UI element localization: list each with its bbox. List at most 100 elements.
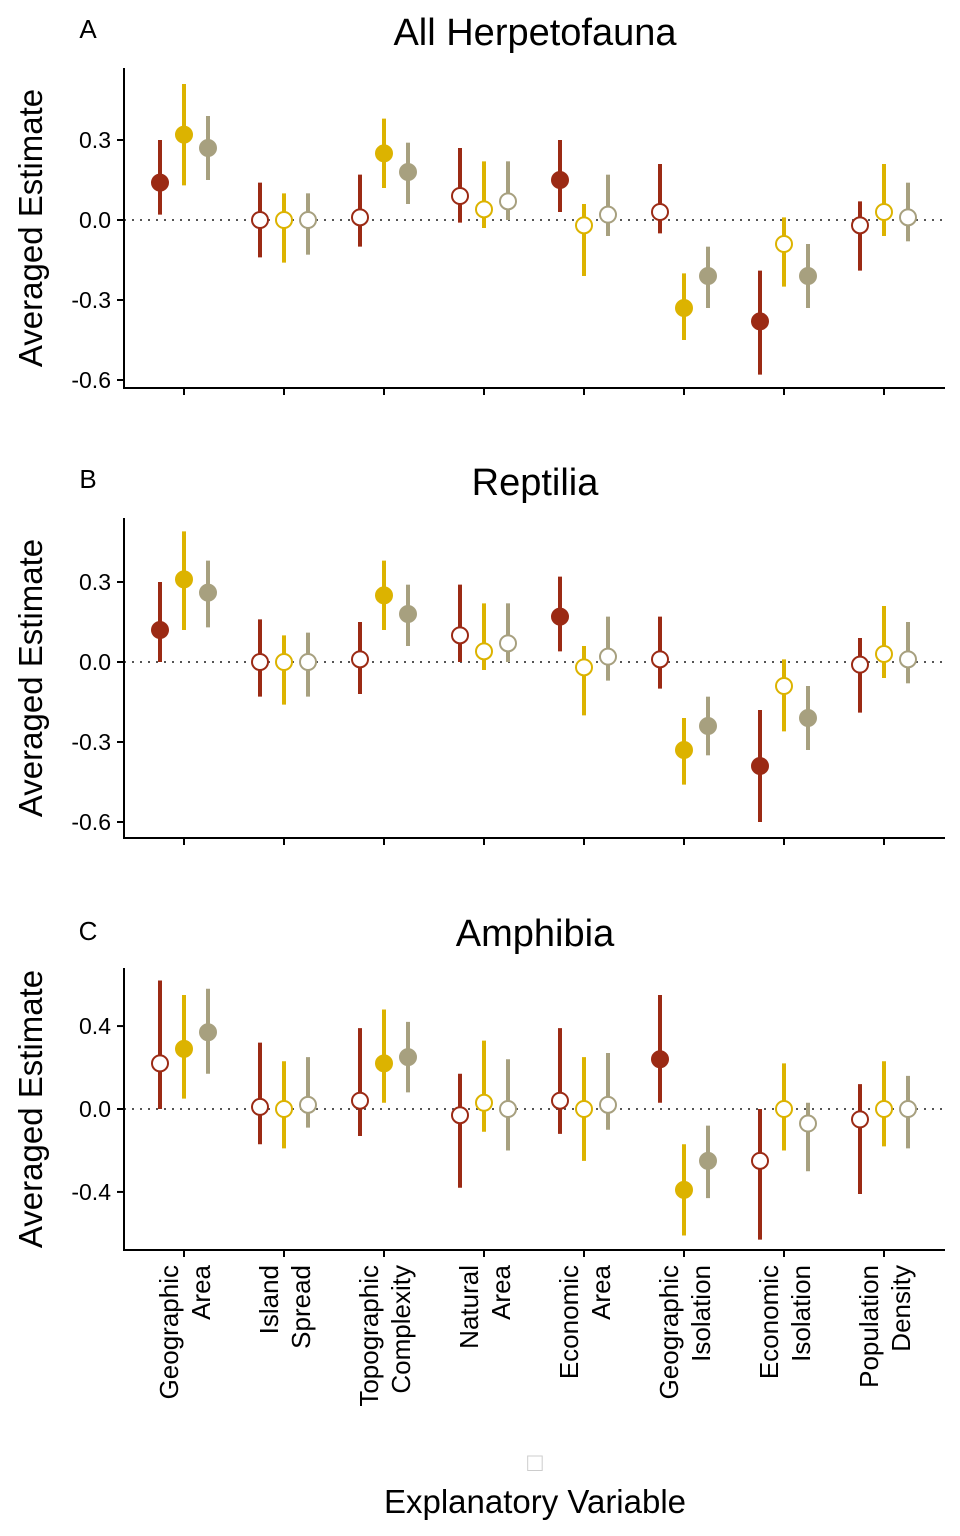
estimate-point-open [299, 653, 317, 671]
y-axis-label: Averaged Estimate [12, 970, 49, 1248]
estimate-point-filled [375, 586, 393, 605]
panel-b: B Reptilia Averaged Estimate 0.3 0.0 -0.3 -0.6 [12, 462, 945, 845]
estimate-point-filled [751, 757, 769, 775]
y-tick-label: 0.0 [79, 649, 111, 675]
x-tick-label: Geographic [154, 1265, 184, 1399]
panel-letter: C [79, 916, 98, 946]
estimate-point-open [251, 653, 269, 671]
estimate-point-open [451, 1106, 469, 1125]
estimate-point-open [751, 1151, 769, 1170]
estimate-point-open [799, 1114, 817, 1133]
estimate-point-open [875, 1100, 893, 1118]
x-tick-label: Island [254, 1265, 284, 1334]
estimate-point-filled [199, 583, 217, 602]
estimate-point-open [351, 208, 369, 227]
estimate-point-open [451, 187, 469, 205]
x-tick-label: Population [854, 1265, 884, 1388]
estimate-point-open [899, 208, 917, 227]
panel-c: C Amphibia Averaged Estimate 0.4 0.0 -0.4 [12, 913, 945, 1257]
estimate-point-open [499, 1100, 517, 1118]
estimate-point-open [275, 653, 293, 671]
panel-title: Reptilia [472, 462, 600, 504]
x-tick-label: Area [586, 1264, 616, 1319]
y-tick-label: -0.4 [71, 1179, 111, 1205]
estimate-point-open [475, 1093, 493, 1112]
y-axis-label: Averaged Estimate [12, 89, 49, 367]
estimate-point-open [775, 235, 793, 253]
estimate-point-open [575, 216, 593, 235]
estimate-point-open [851, 655, 869, 674]
estimate-point-open [599, 1095, 617, 1114]
estimate-point-filled [399, 1048, 417, 1067]
estimate-point-open [651, 203, 669, 221]
estimate-point-open [599, 205, 617, 224]
x-tick-labels: Geographic Area Island Spread Topographic Com… [154, 1264, 916, 1406]
x-tick-label: Area [186, 1264, 216, 1319]
estimate-point-open [651, 650, 669, 669]
estimate-point-open [351, 1091, 369, 1110]
estimate-point-open [451, 626, 469, 645]
estimate-point-open [351, 650, 369, 669]
estimate-point-filled [799, 709, 817, 727]
estimate-point-filled [175, 125, 193, 144]
panel-letter: A [79, 14, 97, 44]
y-tick-label: -0.3 [71, 729, 111, 755]
x-tick-label: Isolation [786, 1265, 816, 1362]
y-tick-label: -0.6 [71, 367, 111, 393]
estimate-point-open [151, 1054, 169, 1073]
x-tick-label: Spread [286, 1265, 316, 1349]
estimate-point-open [851, 216, 869, 235]
estimate-point-filled [399, 605, 417, 623]
estimate-point-filled [375, 1054, 393, 1073]
x-tick-label: Complexity [386, 1265, 416, 1394]
x-tick-label: Natural [454, 1265, 484, 1349]
y-tick-label: 0.0 [79, 1096, 111, 1122]
estimate-point-open [599, 647, 617, 666]
panels: A All Herpetofauna Averaged Estimate 0.3 0.0… [12, 12, 945, 1257]
estimate-point-open [251, 1097, 269, 1116]
estimate-point-filled [651, 1050, 669, 1069]
estimate-point-filled [799, 267, 817, 285]
estimate-point-filled [375, 144, 393, 163]
estimate-point-filled [751, 312, 769, 331]
estimate-point-filled [675, 299, 693, 317]
x-tick-label: Topographic [354, 1265, 384, 1407]
estimate-point-open [299, 211, 317, 229]
estimate-point-filled [551, 171, 569, 189]
estimate-point-open [899, 650, 917, 669]
estimate-point-open [251, 211, 269, 229]
estimate-point-open [575, 1100, 593, 1118]
estimate-point-open [875, 203, 893, 221]
estimate-point-filled [699, 717, 717, 735]
estimate-point-filled [699, 1151, 717, 1170]
x-tick-label: Geographic [654, 1265, 684, 1399]
estimate-point-open [499, 634, 517, 653]
estimate-point-filled [675, 1180, 693, 1199]
estimate-point-filled [175, 1039, 193, 1058]
estimate-point-open [851, 1110, 869, 1129]
y-tick-label: 0.3 [79, 569, 111, 595]
estimate-point-filled [151, 621, 169, 639]
estimate-point-filled [675, 741, 693, 759]
estimate-point-open [275, 211, 293, 229]
x-tick-label: Isolation [686, 1265, 716, 1362]
estimate-point-filled [199, 139, 217, 157]
x-axis-label: Explanatory Variable [384, 1483, 686, 1520]
panel-letter: B [79, 464, 96, 494]
y-tick-label: 0.3 [79, 127, 111, 153]
estimate-point-filled [551, 607, 569, 626]
estimate-point-open [899, 1100, 917, 1118]
estimate-point-open [575, 658, 593, 677]
estimate-point-open [299, 1095, 317, 1114]
panel-title: All Herpetofauna [393, 12, 677, 54]
y-tick-label: -0.3 [71, 287, 111, 313]
estimate-point-open [551, 1091, 569, 1110]
estimate-point-filled [399, 163, 417, 181]
panel-a: A All Herpetofauna Averaged Estimate 0.3 0.0… [12, 12, 945, 395]
estimate-point-open [499, 192, 517, 211]
y-tick-label: 0.0 [79, 207, 111, 233]
estimate-point-filled [199, 1023, 217, 1042]
y-axis-label: Averaged Estimate [12, 539, 49, 817]
estimate-point-open [275, 1100, 293, 1118]
